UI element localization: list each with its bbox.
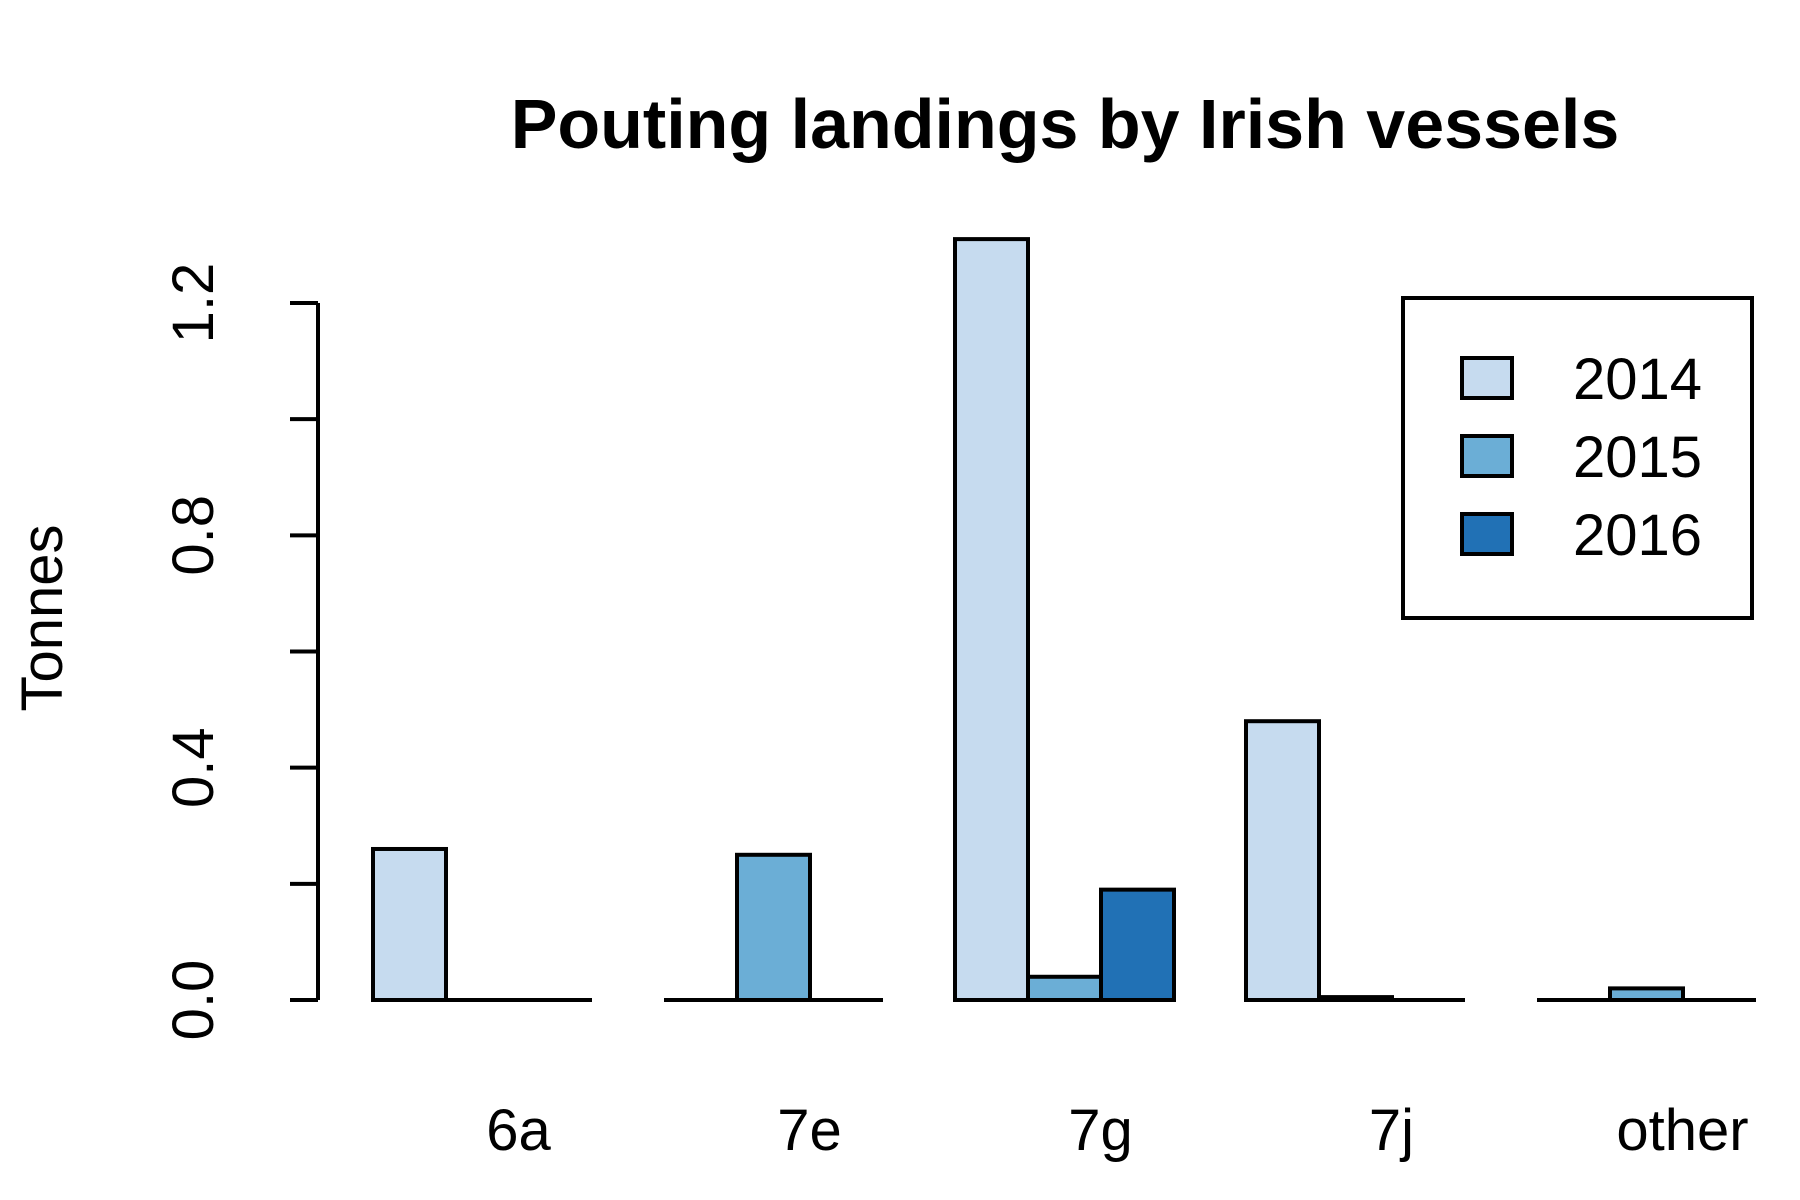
bars bbox=[371, 237, 1756, 1003]
bar-7g-2016 bbox=[1099, 887, 1176, 1002]
x-tick-label: other bbox=[1616, 1098, 1748, 1163]
legend-label: 2015 bbox=[1573, 425, 1702, 490]
bar-7g-2015 bbox=[1026, 974, 1103, 1002]
bar-6a-2014 bbox=[371, 846, 448, 1002]
y-tick-label: 0.0 bbox=[161, 960, 226, 1041]
y-axis-label: Tonnes bbox=[10, 524, 75, 711]
bar-7j-2015 bbox=[1317, 995, 1394, 1002]
legend: 2014 2015 2016 bbox=[1401, 296, 1754, 620]
legend-box bbox=[1401, 296, 1754, 620]
y-tick-label: 1.2 bbox=[161, 263, 226, 344]
x-tick-label: 7e bbox=[777, 1098, 842, 1163]
y-tick-label: 0.8 bbox=[161, 495, 226, 576]
legend-swatch bbox=[1460, 434, 1514, 478]
legend-label: 2014 bbox=[1573, 347, 1702, 412]
y-axis: 0.0 0.4 0.8 1.2 bbox=[161, 263, 320, 1041]
x-tick-label: 6a bbox=[486, 1098, 551, 1163]
legend-label: 2016 bbox=[1573, 503, 1702, 568]
bar-7e-2015 bbox=[735, 852, 812, 1003]
chart-title: Pouting landings by Irish vessels bbox=[511, 85, 1620, 163]
x-tick-label: 7g bbox=[1068, 1098, 1133, 1163]
x-tick-label: 7j bbox=[1369, 1098, 1414, 1163]
y-tick-label: 0.4 bbox=[161, 727, 226, 808]
bar-7g-2014 bbox=[953, 237, 1030, 1002]
bar-7j-2014 bbox=[1244, 719, 1321, 1002]
legend-swatch bbox=[1460, 356, 1514, 400]
bar-other-2015 bbox=[1608, 986, 1685, 1003]
x-axis-labels: 6a 7e 7g 7j other bbox=[486, 1098, 1748, 1163]
legend-swatch bbox=[1460, 512, 1514, 556]
